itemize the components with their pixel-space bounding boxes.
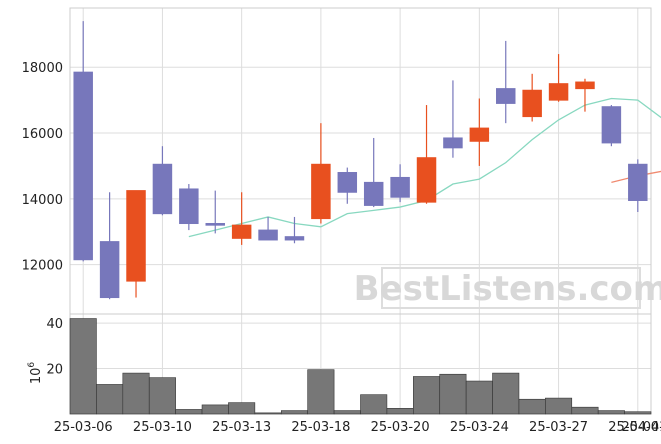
volume-bar (228, 402, 256, 415)
volume-bar (254, 412, 282, 415)
candle-body (311, 163, 331, 220)
candle-body (126, 190, 146, 282)
x-tick-label: 25-04-03 (621, 420, 661, 435)
price-tick-label: 18000 (22, 61, 63, 76)
volume-bar (280, 410, 308, 415)
volume-bar (597, 410, 625, 415)
volume-axis-label: 106 (27, 362, 44, 385)
volume-tick-label: 40 (46, 317, 63, 332)
watermark-text: BestListens.com (354, 269, 661, 309)
candle-body (231, 224, 252, 239)
price-tick-label: 16000 (22, 127, 63, 142)
candle-body (522, 89, 542, 118)
candle-body (390, 176, 410, 198)
x-tick-label: 25-03-27 (529, 420, 588, 435)
volume-bar (545, 397, 573, 415)
candle-body (152, 163, 173, 215)
volume-bar (624, 411, 652, 415)
volume-bars (69, 318, 652, 415)
volume-bar (96, 384, 124, 415)
candle-body (548, 83, 569, 101)
x-tick-label: 25-03-20 (371, 420, 430, 435)
candle-body (469, 127, 490, 142)
volume-bar (439, 373, 467, 415)
volume-ylabel: 106 (27, 362, 44, 385)
candle-body (205, 223, 225, 226)
price-tick-label: 14000 (22, 193, 63, 208)
candle-body (179, 188, 199, 225)
candle-body (73, 71, 93, 261)
x-tick-label: 25-03-06 (54, 420, 113, 435)
candle-body (628, 163, 648, 201)
candle-body (416, 157, 437, 203)
volume-bar (465, 380, 493, 415)
y-axis-labels: 12000 14000 16000 18000 20 40 (22, 61, 63, 377)
volume-bar (386, 408, 414, 415)
candle-body (496, 88, 516, 104)
x-tick-label: 25-04-01 (608, 420, 661, 435)
x-tick-label: 25-03-18 (291, 420, 350, 435)
volume-bar (518, 398, 546, 415)
watermark: BestListens.com (354, 267, 661, 309)
candle-body (601, 106, 622, 144)
volume-bar (148, 377, 176, 415)
volume-bar (307, 369, 335, 415)
volume-bar (571, 406, 599, 415)
x-axis-labels: 25-03-06 25-03-10 25-03-13 25-03-18 25-03-20… (54, 420, 661, 435)
volume-tick-label: 20 (46, 363, 63, 378)
volume-bar (413, 376, 441, 415)
candle-body (443, 137, 463, 149)
x-tick-label: 25-03-10 (133, 420, 192, 435)
volume-bar (333, 410, 361, 415)
price-tick-label: 12000 (22, 259, 63, 274)
volume-bar (122, 372, 150, 415)
candle-body (258, 229, 278, 241)
candle-body (284, 236, 305, 241)
volume-bar (201, 404, 229, 415)
volume-bar (360, 394, 388, 415)
volume-bar (69, 318, 97, 415)
candles (73, 21, 648, 300)
x-tick-label: 25-03-24 (450, 420, 509, 435)
watermark-box (381, 267, 641, 309)
candle-body (337, 172, 358, 193)
volume-bar (175, 409, 203, 415)
candle-body (363, 181, 384, 206)
candle-body (99, 241, 120, 299)
x-tick-label: 25-03-13 (212, 420, 271, 435)
candle-body (575, 81, 595, 90)
volume-bar (492, 372, 520, 415)
